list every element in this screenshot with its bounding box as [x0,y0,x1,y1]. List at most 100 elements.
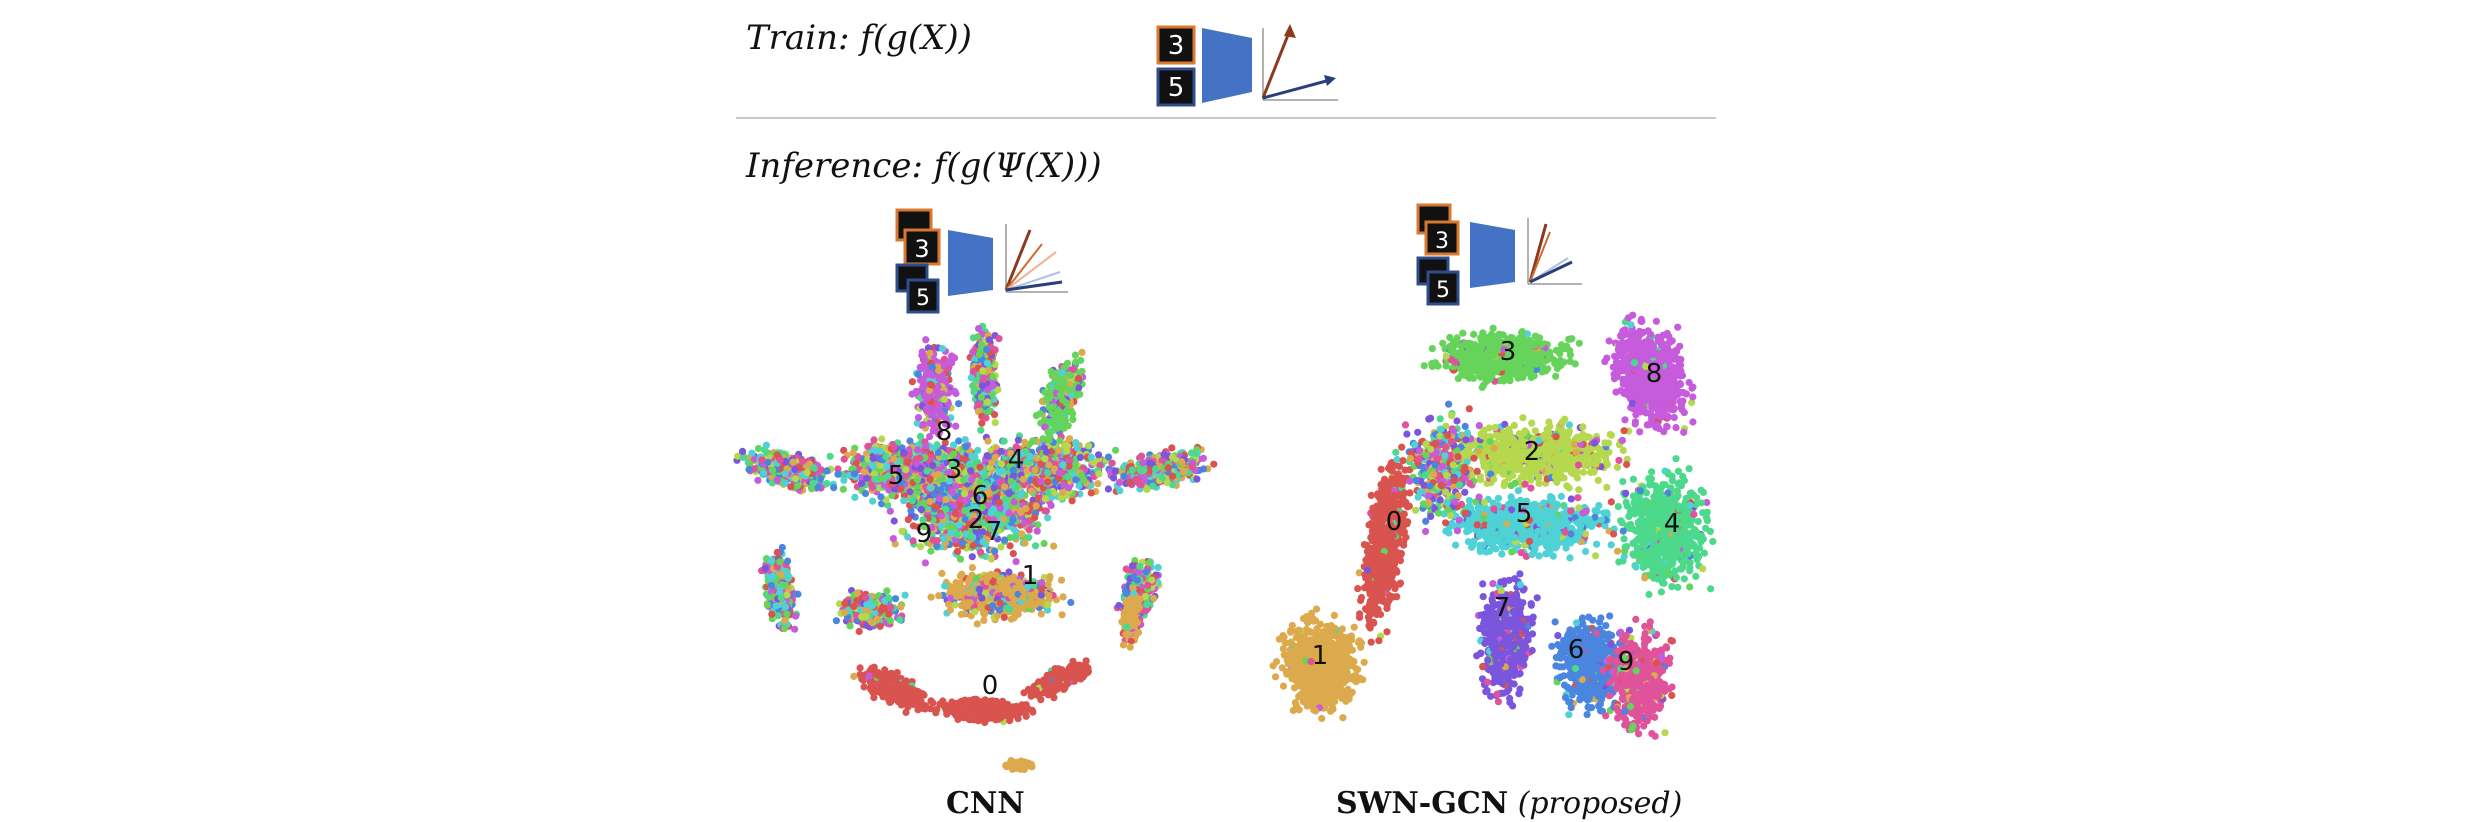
scatter-point [1095,470,1103,478]
train-digit-thumb-5 [1156,67,1196,107]
scatter-point [1143,601,1151,609]
cnn-encoder-icon [948,230,993,296]
inference-formula: : f(g(Ψ(X))) [911,146,1102,186]
scatter-point [923,467,931,475]
scatter-point [904,516,912,524]
scatter-point [951,509,959,518]
scatter-point [1193,475,1201,483]
scatter-point [1009,550,1017,558]
scatter-point [947,529,955,538]
scatter-point [948,488,957,496]
scatter-point [1111,467,1119,475]
scatter-point [1095,451,1103,459]
scatter-point [1045,394,1053,402]
scatter-point [942,505,950,513]
train-formula: : f(g(X)) [837,18,972,58]
scatter-point [977,426,985,434]
scatter-point [763,601,772,609]
inference-label: Inference [746,146,912,186]
train-equation: Train: f(g(X)) [746,18,972,58]
scatter-point [952,422,960,430]
scatter-point [889,535,898,543]
scatter-point [1000,483,1009,491]
scatter-point [1011,533,1019,541]
scatter-point [839,485,847,493]
scatter-point [950,501,958,509]
scatter-point [840,455,848,463]
scatter-point [906,437,914,445]
scatter-point [876,622,884,630]
scatter-point [897,603,905,611]
scatter-point [891,595,900,603]
scatter-point [1009,516,1017,524]
scatter-point [955,521,963,529]
scatter-point [976,548,985,556]
scatter-point [1050,542,1058,550]
scatter-point [975,325,983,333]
scatter-point [997,460,1006,468]
scatter-point [781,603,790,611]
scatter-point [787,483,795,491]
scatter-point [1040,539,1048,548]
scatter-point [1031,466,1039,474]
scatter-point [936,409,944,417]
scatter-point [989,373,997,381]
scatter-point [1025,533,1033,542]
scatter-point [834,470,842,478]
scatter-point [861,489,870,498]
scatter-point [906,488,914,496]
scatter-point [1013,482,1021,490]
train-arrowhead-3 [1284,24,1296,38]
scatter-point [810,464,818,472]
scatter-point [941,496,950,504]
scatter-point [934,470,943,479]
scatter-point [869,454,877,462]
scatter-point [1136,562,1144,570]
scatter-point [761,564,769,572]
scatter-point [1016,491,1024,499]
scatter-point [1110,474,1118,482]
swn-encoder-icon [1470,222,1515,288]
scatter-point [1057,385,1066,394]
scatter-point [791,466,799,474]
scatter-point [777,594,785,602]
train-vector-3 [1261,29,1292,99]
scatter-point [1108,459,1116,467]
scatter-point [780,624,789,633]
scatter-point [1085,442,1093,450]
scatter-point [967,374,975,382]
scatter-point [1021,539,1029,547]
scatter-point [919,420,927,429]
scatter-point [914,370,922,378]
scatter-point [922,442,930,450]
scatter-point [1068,497,1076,505]
scatter-point [904,458,912,466]
scatter-point [991,547,999,555]
scatter-point [1044,514,1052,522]
scatter-point [908,378,917,386]
scatter-point [883,587,891,595]
swn-digit-5: 5 [1436,278,1450,303]
scatter-point [970,388,978,396]
scatter-point [762,441,771,449]
scatter-point [940,395,949,403]
scatter-point [898,527,906,535]
scatter-point [995,499,1003,507]
scatter-point [1122,565,1130,573]
scatter-point [926,484,934,492]
scatter-point [781,617,789,625]
scatter-point [768,610,776,618]
scatter-point [1065,435,1074,443]
scatter-point [914,446,922,454]
scatter-point [754,476,762,484]
scatter-point [922,336,930,344]
scatter-point [781,581,789,590]
scatter-point [776,558,784,566]
scatter-point [739,453,748,461]
scatter-point [738,447,747,455]
scatter-point [793,482,802,490]
scatter-point [1142,568,1150,576]
scatter-point [1144,581,1152,590]
scatter-point [1140,466,1148,474]
scatter-point [920,362,928,370]
